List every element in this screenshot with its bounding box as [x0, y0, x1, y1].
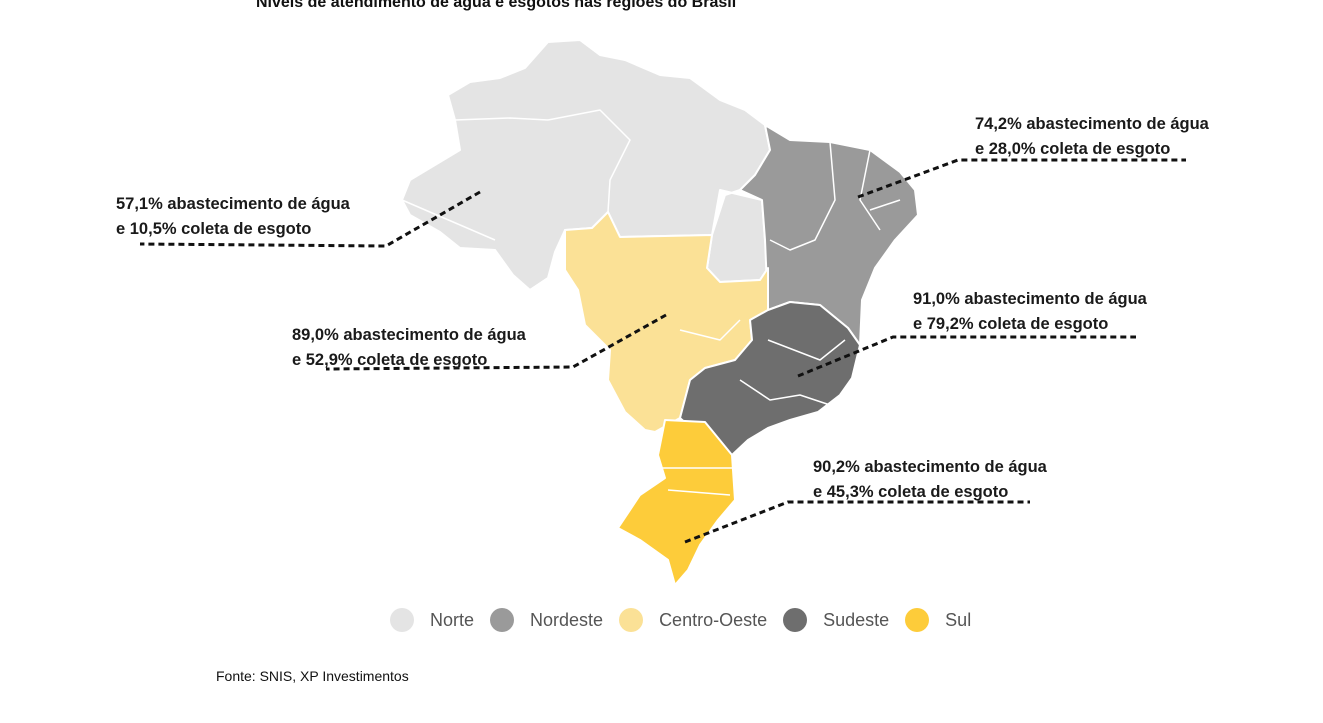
callout-sul-line1: 90,2% abastecimento de água — [813, 458, 1047, 476]
region-sul — [617, 419, 736, 586]
source-note: Fonte: SNIS, XP Investimentos — [216, 668, 409, 684]
callout-leaders — [139, 158, 1186, 544]
map-title: Níveis de atendimento de água e esgotos … — [256, 0, 737, 11]
callout-centro-oeste-line2: e 52,9% coleta de esgoto — [292, 351, 488, 369]
legend-label-centro-oeste: Centro-Oeste — [659, 609, 768, 630]
legend-item-centro-oeste: Centro-Oeste — [619, 608, 767, 632]
callout-nordeste: 74,2% abastecimento de água e 28,0% cole… — [975, 112, 1209, 162]
region-sudeste — [679, 301, 861, 456]
legend-swatch-centro-oeste — [619, 608, 644, 632]
callout-sul: 90,2% abastecimento de água e 45,3% cole… — [813, 455, 1047, 505]
legend-item-nordeste: Nordeste — [490, 608, 603, 632]
leader-nordeste — [857, 158, 1186, 199]
callout-nordeste-line1: 74,2% abastecimento de água — [975, 115, 1209, 133]
legend-swatch-nordeste — [490, 608, 515, 632]
callout-sudeste-line2: e 79,2% coleta de esgoto — [913, 315, 1109, 333]
leader-norte — [139, 190, 481, 248]
leader-sul — [684, 500, 1030, 544]
legend-item-sudeste: Sudeste — [783, 608, 889, 632]
callout-sul-line2: e 45,3% coleta de esgoto — [813, 483, 1009, 501]
callout-norte-line1: 57,1% abastecimento de água — [116, 195, 350, 213]
legend-item-norte: Norte — [390, 608, 474, 632]
legend-swatch-norte — [390, 608, 414, 632]
leader-centro-oeste — [325, 313, 667, 371]
callout-centro-oeste: 89,0% abastecimento de água e 52,9% cole… — [292, 323, 526, 373]
callout-norte-line2: e 10,5% coleta de esgoto — [116, 220, 312, 238]
legend-label-norte: Norte — [430, 609, 475, 630]
leader-sudeste — [797, 335, 1136, 378]
legend-label-sul: Sul — [945, 609, 972, 630]
callout-sudeste: 91,0% abastecimento de água e 79,2% cole… — [913, 287, 1147, 337]
callout-nordeste-line2: e 28,0% coleta de esgoto — [975, 140, 1171, 158]
callout-sudeste-line1: 91,0% abastecimento de água — [913, 290, 1147, 308]
legend-swatch-sudeste — [783, 608, 808, 632]
legend-label-nordeste: Nordeste — [530, 609, 604, 630]
legend-label-sudeste: Sudeste — [823, 609, 890, 630]
legend: Norte Nordeste Centro-Oeste Sudeste Sul — [390, 608, 987, 632]
legend-swatch-sul — [905, 608, 930, 632]
callout-centro-oeste-line1: 89,0% abastecimento de água — [292, 326, 526, 344]
legend-item-sul: Sul — [905, 608, 971, 632]
callout-norte: 57,1% abastecimento de água e 10,5% cole… — [116, 192, 350, 242]
